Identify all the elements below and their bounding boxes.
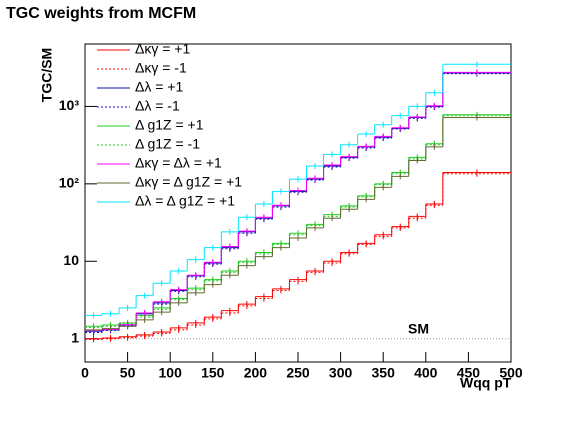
x-tick-label: 0: [81, 365, 89, 381]
x-tick-label: 450: [457, 365, 481, 381]
x-tick-label: 100: [159, 365, 183, 381]
y-tick-label: 10: [63, 252, 79, 268]
legend-label: Δκγ = +1: [135, 41, 190, 57]
legend-label: Δκγ = Δ g1Z = +1: [135, 174, 242, 190]
y-axis-label: TGC/SM: [39, 48, 55, 102]
legend-label: Δ g1Z = -1: [135, 136, 200, 152]
legend-label: Δκγ = Δλ = +1: [135, 155, 222, 171]
x-tick-label: 400: [414, 365, 438, 381]
y-tick-label: 10²: [59, 175, 80, 191]
x-tick-label: 50: [120, 365, 136, 381]
y-tick-label: 1: [71, 329, 79, 345]
legend-label: Δκγ = -1: [135, 60, 187, 76]
x-tick-label: 300: [329, 365, 353, 381]
legend-label: Δλ = +1: [135, 79, 183, 95]
legend-label: Δλ = -1: [135, 98, 180, 114]
chart-title: TGC weights from MCFM: [6, 5, 196, 22]
x-axis-label: Wqq pT: [460, 375, 512, 391]
x-tick-label: 250: [286, 365, 310, 381]
legend-label: Δ g1Z = +1: [135, 117, 204, 133]
legend-label: Δλ = Δ g1Z = +1: [135, 193, 235, 209]
x-tick-label: 150: [201, 365, 225, 381]
reference-label: SM: [408, 320, 429, 336]
y-tick-label: 10³: [59, 97, 80, 113]
x-tick-label: 500: [499, 365, 523, 381]
x-tick-label: 200: [244, 365, 268, 381]
x-tick-label: 350: [372, 365, 396, 381]
